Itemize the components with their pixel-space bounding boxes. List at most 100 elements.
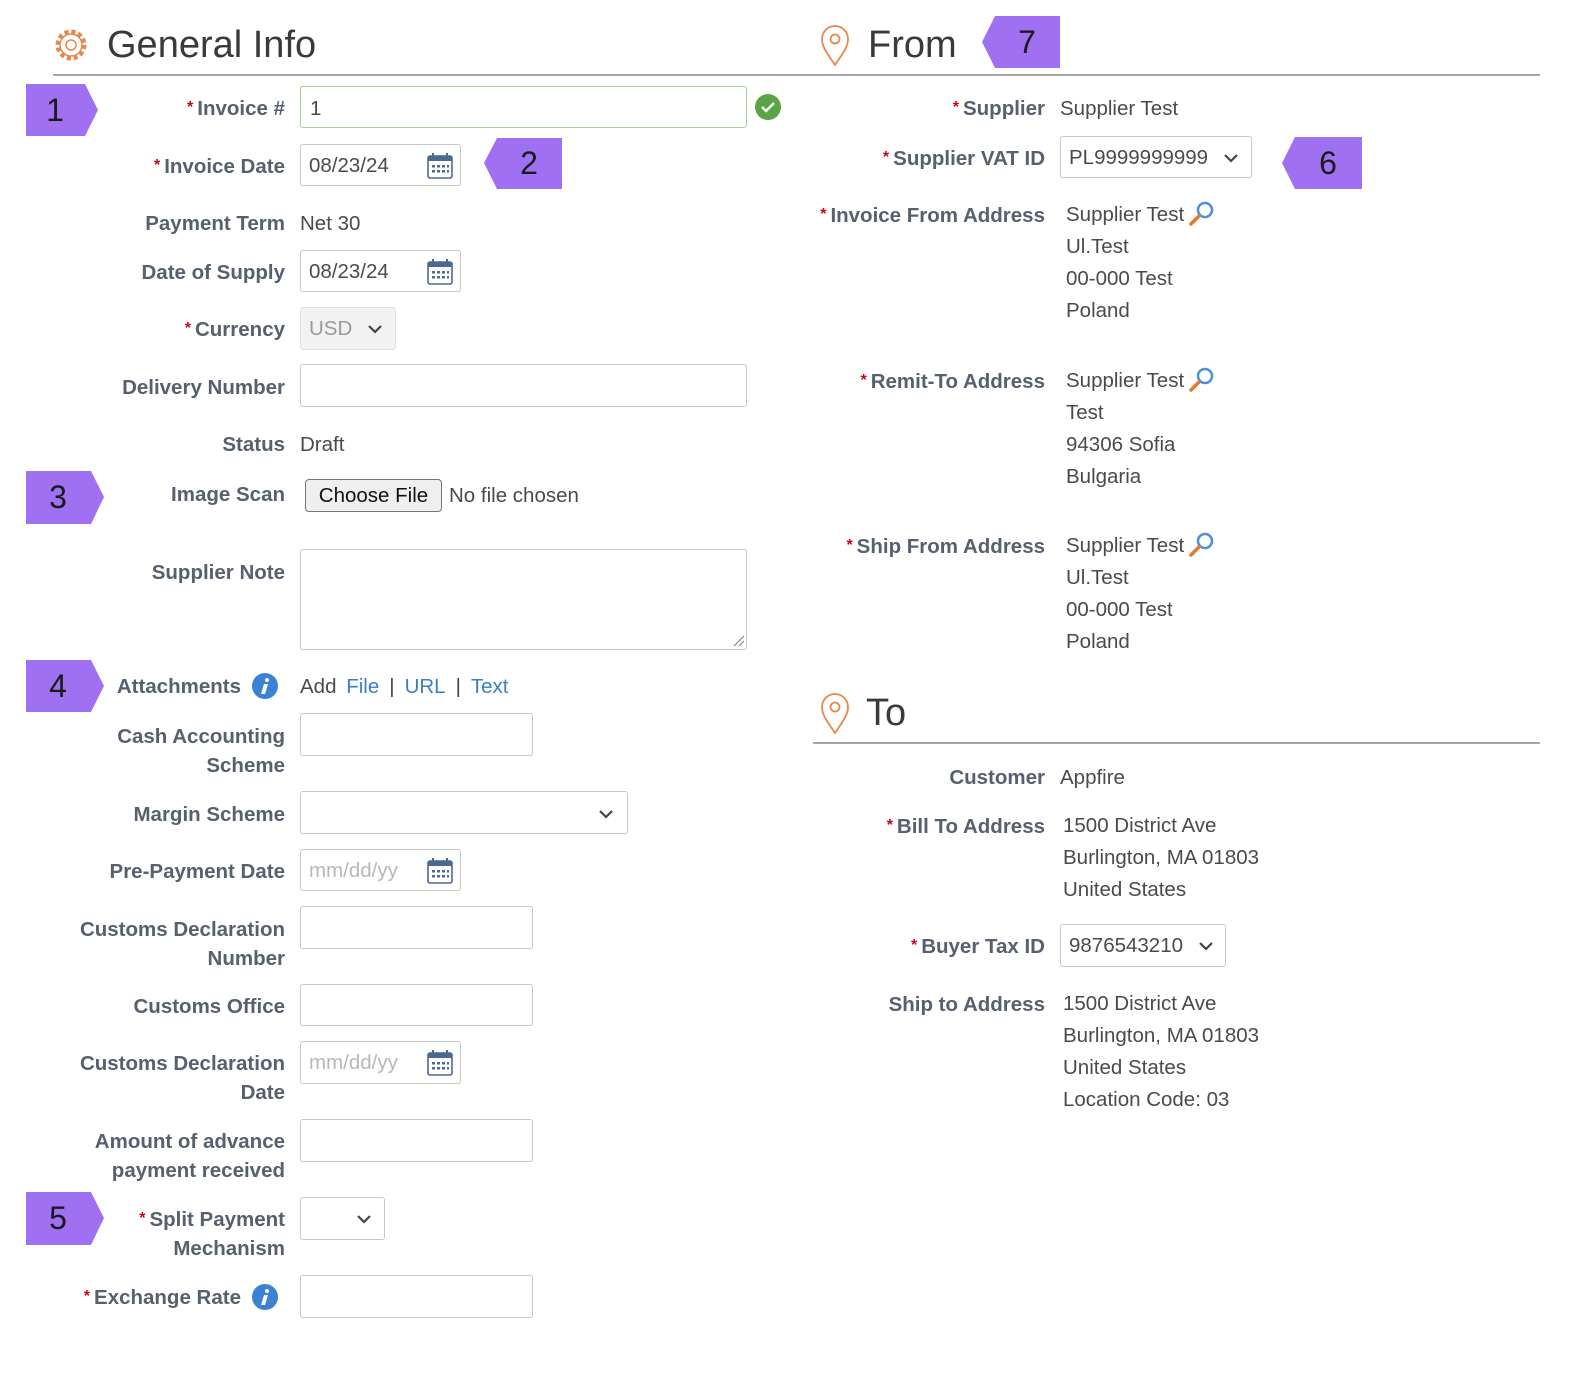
label-text: Invoice # [197,96,285,120]
field-label: Date of Supply [141,260,285,284]
chevron [598,809,614,819]
link[interactable]: File [346,675,380,698]
address-line: 94306 Sofia [1066,433,1176,456]
field-value: Supplier Test [1060,96,1179,120]
address-line: United States [1063,878,1187,901]
invoice-date-input[interactable] [300,144,461,186]
prepayment-date-input[interactable] [300,849,461,891]
field-label: Supplier Note [151,560,285,584]
callouts [26,16,1362,1245]
address-line: 1500 District Ave [1063,992,1217,1015]
select-value: USD [309,316,353,340]
link[interactable]: Text [470,675,509,698]
field-value: Draft [300,432,345,456]
chevron [1223,153,1239,163]
label-text: Buyer Tax ID [921,934,1045,958]
section-title: To [866,692,907,734]
link[interactable]: URL [404,675,446,698]
calendar-icon[interactable] [427,857,453,884]
attachments-row: Add File | URL | Text [300,672,509,701]
address-line: Burlington, MA 01803 [1063,1024,1260,1047]
label-text: Split Payment Mechanism [149,1207,285,1260]
required-mark: * [83,1287,91,1305]
address-line: Location Code: 03 [1063,1088,1230,1111]
choose-file-button[interactable] [305,479,442,512]
required-mark: * [910,936,918,954]
field-label: * Split Payment Mechanism [70,1205,285,1263]
address: Supplier Test Ul.Test 00-000 Test Poland [1066,530,1184,658]
field-label: * Invoice From Address [820,201,1045,230]
calendar-icon[interactable] [427,1049,453,1076]
required-mark: * [139,1209,146,1227]
field-label: * Ship From Address [846,532,1045,561]
invoice-number-input[interactable] [300,86,747,128]
select-value: PL9999999999 [1069,145,1209,169]
address-line: Supplier Test [1066,369,1185,392]
address-line: Ul.Test [1066,566,1129,589]
callout-shape [1282,137,1362,189]
cash-accounting-input[interactable] [300,713,533,756]
input-value: 08/23/24 [309,259,389,283]
callout-number: 2 [520,145,538,181]
address: 1500 District Ave Burlington, MA 01803 Uni… [1063,988,1259,1116]
label-text: Supplier VAT ID [893,146,1045,170]
lookup-icon[interactable] [1189,532,1214,557]
field-label: * Supplier VAT ID [883,144,1045,173]
advance-amount-input[interactable] [300,1119,533,1162]
chevron [1198,941,1214,951]
field-label: Cash Accounting Scheme [117,724,285,777]
exchange-rate-input[interactable] [300,1275,533,1318]
address: Supplier Test Test 94306 Sofia Bulgaria [1066,365,1184,493]
label-text: Exchange Rate [94,1285,241,1309]
calendar-icon[interactable] [427,258,453,285]
lookup-icon[interactable] [1189,367,1214,392]
button-text[interactable]: Choose File [318,484,429,507]
customs-office-input[interactable] [300,984,533,1026]
address-line: Supplier Test [1066,203,1185,226]
required-mark: * [153,156,161,174]
address-line: Bulgaria [1066,465,1142,488]
vat-id-select[interactable] [1060,136,1252,178]
margin-scheme-select[interactable] [300,791,628,834]
field-label: Margin Scheme [133,802,285,826]
info-icon[interactable] [252,673,278,699]
info-icon[interactable] [252,1284,278,1310]
address-line: Test [1066,401,1104,424]
pin-icon [821,25,849,66]
select-value: 9876543210 [1069,933,1184,957]
required-mark: * [952,98,959,116]
label-text: Ship From Address [856,534,1045,558]
buyer-tax-select[interactable] [1060,924,1226,967]
callout-number: 4 [49,668,67,704]
field-label: Payment Term [145,211,285,235]
delivery-number-input[interactable] [300,364,747,407]
gear-icon [55,29,87,61]
customs-date-input[interactable] [300,1041,461,1084]
address: Supplier Test Ul.Test 00-000 Test Poland [1066,199,1184,327]
supplier-note-textarea[interactable] [300,549,747,650]
callout-shape [26,471,104,524]
callout-shape [26,84,98,136]
address-line: United States [1063,1056,1187,1079]
label-text: Supplier [962,96,1045,120]
label-text: Currency [194,317,285,341]
file-status: No file chosen [449,483,579,507]
field-label: * Supplier [953,94,1045,123]
calendar-icon[interactable] [427,152,453,179]
label-text: Bill To Address [896,814,1045,838]
address-line: Poland [1066,299,1130,322]
split-payment-select[interactable] [300,1197,385,1240]
field-label: * Currency [185,315,285,344]
supply-date-input[interactable] [300,250,461,292]
field-label: Customs Declaration Date [79,1051,285,1104]
chevron [356,1214,372,1224]
callout-number: 7 [1018,24,1036,60]
lookup-icon[interactable] [1189,201,1214,226]
resize-grip [733,635,745,647]
customs-number-input[interactable] [300,906,533,949]
section-title: General Info [107,24,317,66]
address-line: 00-000 Test [1066,267,1173,290]
callout-number: 1 [46,92,64,128]
required-mark: * [882,148,890,166]
